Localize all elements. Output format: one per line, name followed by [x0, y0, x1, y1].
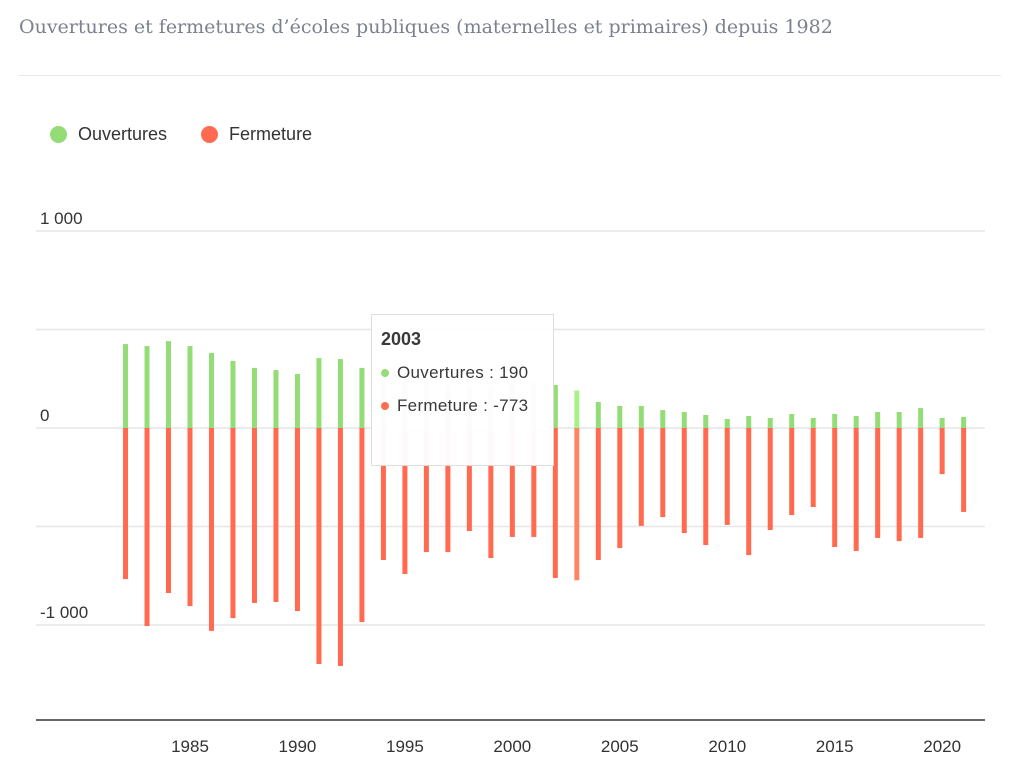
bar-ouvertures-1989	[273, 370, 279, 428]
divider	[19, 75, 1001, 76]
bar-fermeture-1989	[273, 428, 279, 602]
bar-fermeture-2014	[810, 428, 816, 507]
x-tick-label: 2015	[816, 737, 854, 756]
bar-ouvertures-1982	[123, 344, 129, 428]
bar-ouvertures-2019	[918, 408, 924, 428]
bar-ouvertures-2016	[853, 415, 859, 428]
bar-fermeture-1983	[144, 428, 150, 626]
bar-ouvertures-2002	[552, 385, 558, 428]
bar-fermeture-2006	[638, 428, 644, 526]
legend-item-ouvertures[interactable]: Ouvertures	[50, 124, 167, 145]
bar-ouvertures-2008	[681, 412, 687, 428]
x-tick-label: 2005	[601, 737, 639, 756]
bar-fermeture-1984	[166, 428, 172, 594]
bar-fermeture-2018	[896, 428, 902, 542]
legend-label: Fermeture	[229, 124, 313, 144]
legend-label: Ouvertures	[78, 124, 168, 144]
bar-fermeture-2011	[746, 428, 752, 556]
bar-ouvertures-2020	[939, 417, 945, 428]
bar-fermeture-1998	[466, 428, 472, 532]
bar-fermeture-1985	[187, 428, 193, 607]
x-tick-label: 1990	[279, 737, 317, 756]
bar-fermeture-2007	[660, 428, 666, 518]
bar-ouvertures-2006	[638, 405, 644, 428]
bar-fermeture-2013	[789, 428, 795, 516]
bar-ouvertures-2018	[896, 412, 902, 428]
dot-icon	[381, 402, 389, 410]
bar-ouvertures-2017	[875, 412, 881, 428]
legend: Ouvertures Fermeture	[50, 124, 312, 145]
bar-fermeture-1996	[423, 428, 429, 553]
bar-fermeture-1987	[230, 428, 236, 619]
bar-ouvertures-1983	[144, 346, 150, 428]
bar-ouvertures-2004	[595, 401, 601, 428]
bar-ouvertures-2012	[767, 417, 773, 428]
dot-icon	[381, 369, 389, 377]
tooltip-year: 2003	[381, 329, 422, 349]
bar-fermeture-1986	[208, 428, 214, 631]
bar-ouvertures-2010	[724, 418, 730, 428]
bar-fermeture-2005	[617, 428, 623, 548]
bar-fermeture-2003	[574, 428, 580, 581]
x-tick-label: 1995	[386, 737, 424, 756]
bar-ouvertures-1987	[230, 361, 236, 428]
bar-fermeture-2020	[939, 428, 945, 475]
tooltip-close: Fermeture : -773	[397, 396, 529, 415]
bar-fermeture-2016	[853, 428, 859, 551]
y-tick-label: 0	[40, 406, 49, 425]
bar-fermeture-2002	[552, 428, 558, 578]
bar-ouvertures-2005	[617, 405, 623, 428]
x-tick-label: 2000	[493, 737, 531, 756]
bar-fermeture-1995	[402, 428, 408, 574]
bar-fermeture-2021	[961, 428, 967, 512]
bar-ouvertures-1993	[359, 367, 365, 428]
tooltip: 2003 Ouvertures : 190 Fermeture : -773	[371, 314, 554, 466]
bar-fermeture-1988	[251, 428, 257, 603]
x-tick-label: 1985	[171, 737, 209, 756]
bar-ouvertures-1991	[316, 358, 322, 428]
bar-fermeture-2008	[681, 428, 687, 534]
bar-fermeture-2000	[509, 428, 515, 537]
bar-ouvertures-1992	[337, 359, 343, 428]
bar-ouvertures-1985	[187, 346, 193, 428]
bar-fermeture-2019	[918, 428, 924, 538]
bar-fermeture-2004	[595, 428, 601, 560]
bar-ouvertures-2014	[810, 417, 816, 428]
bar-fermeture-1982	[123, 428, 129, 580]
bar-fermeture-2017	[875, 428, 881, 538]
legend-item-fermeture[interactable]: Fermeture	[201, 124, 312, 145]
legend-dot-icon	[201, 126, 219, 143]
bar-fermeture-1990	[294, 428, 300, 612]
chart-title: Ouvertures et fermetures d’écoles publiq…	[19, 16, 833, 38]
tooltip-open: Ouvertures : 190	[397, 363, 529, 382]
bar-ouvertures-2013	[789, 414, 795, 428]
bar-fermeture-2015	[832, 428, 838, 547]
bar-ouvertures-2009	[703, 414, 709, 428]
bar-fermeture-2009	[703, 428, 709, 546]
bar-ouvertures-2015	[832, 414, 838, 428]
bar-fermeture-2010	[724, 428, 730, 525]
bar-fermeture-1999	[488, 428, 494, 559]
bar-fermeture-1992	[337, 428, 343, 666]
bar-ouvertures-2021	[961, 416, 967, 428]
y-tick-label: 1 000	[40, 209, 83, 228]
bar-ouvertures-2007	[660, 410, 666, 428]
bar-fermeture-2001	[531, 428, 537, 537]
bar-fermeture-1993	[359, 428, 365, 623]
bar-fermeture-1991	[316, 428, 322, 665]
legend-dot-icon	[50, 126, 67, 143]
bar-fermeture-1994	[380, 428, 386, 560]
bar-fermeture-2012	[767, 428, 773, 531]
bar-ouvertures-2011	[746, 415, 752, 428]
x-tick-label: 2010	[708, 737, 746, 756]
bar-ouvertures-1986	[208, 352, 214, 428]
bar-ouvertures-1984	[166, 341, 172, 428]
x-tick-label: 2020	[923, 737, 961, 756]
bar-fermeture-1997	[445, 428, 451, 553]
bar-ouvertures-1988	[251, 367, 257, 428]
y-tick-label: -1 000	[40, 603, 88, 622]
bar-ouvertures-1990	[294, 374, 300, 428]
bar-ouvertures-2003	[574, 390, 580, 428]
